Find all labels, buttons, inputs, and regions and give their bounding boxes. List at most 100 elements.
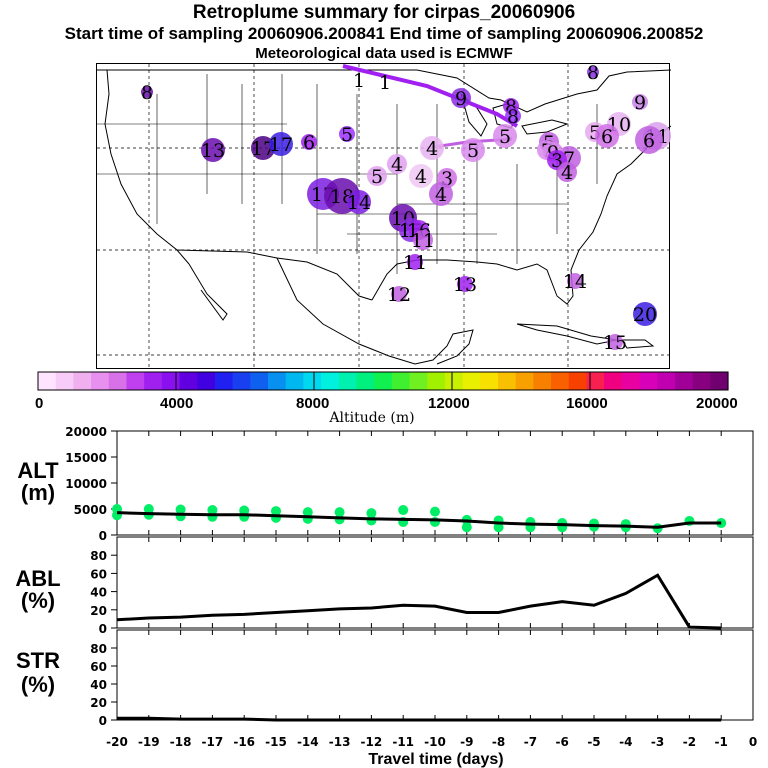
plume-circle	[567, 273, 583, 289]
plume-marker: 6	[635, 126, 663, 154]
scatter-point	[302, 507, 313, 518]
trajectory-path	[342, 64, 519, 128]
y-tick-label: 15000	[65, 451, 107, 465]
plume-day-label: 4	[415, 166, 427, 188]
plume-circle	[457, 276, 473, 292]
scatter-point	[334, 507, 345, 518]
x-tick-label: -5	[587, 735, 600, 749]
y-tick-label: 60	[90, 660, 107, 674]
scatter-point	[557, 518, 568, 529]
plume-day-label: 6	[643, 130, 655, 152]
plume-circle	[339, 126, 355, 142]
plume-circle	[461, 138, 485, 162]
gulf-coast	[371, 125, 671, 305]
scatter-point	[398, 505, 409, 516]
x-tick-label: -19	[138, 735, 160, 749]
plume-marker: 5	[339, 124, 355, 146]
retroplume-map: 1198810911656755544435451718141317176101…	[96, 63, 671, 370]
plume-circle	[632, 94, 648, 110]
colorbar-tick: 20000	[696, 395, 738, 412]
plume-circle	[347, 190, 371, 214]
colorbar-cell	[161, 372, 181, 390]
plume-circle	[633, 302, 657, 326]
colorbar-cell	[179, 372, 198, 390]
chart-title: Retroplume summary for cirpas_20060906	[192, 2, 576, 23]
colorbar-cell	[214, 372, 234, 390]
baja	[188, 263, 228, 321]
colorbar-cell	[38, 372, 57, 390]
plume-day-label: 1	[353, 70, 365, 92]
x-tick-label: -16	[233, 735, 255, 749]
plume-marker: 9	[632, 92, 648, 114]
alt-panel-label: ALT	[17, 458, 59, 483]
map-svg: 1198810911656755544435451718141317176101…	[97, 64, 671, 370]
x-tick-label: 0	[749, 735, 757, 749]
altitude-colorbar: 0 4000 8000 12000 16000 20000 Altitude (…	[35, 371, 738, 426]
colorbar-cell	[444, 372, 464, 390]
scatter-point	[620, 519, 631, 530]
plume-circle	[557, 162, 577, 182]
str-panel-unit: (%)	[21, 672, 55, 697]
colorbar-title: Altitude (m)	[328, 410, 414, 426]
plume-marker: 4	[420, 136, 444, 160]
scatter-point	[430, 506, 440, 517]
colorbar-cell	[338, 372, 358, 390]
mexico-coast	[276, 257, 474, 365]
plume-circle	[407, 254, 423, 270]
scatter-point	[143, 504, 154, 514]
plume-day-label: 11	[411, 230, 435, 252]
colorbar-cell	[498, 372, 517, 390]
plume-markers: 1198810911656755544435451718141317176101…	[141, 64, 671, 354]
colorbar-cell	[250, 372, 269, 390]
plume-marker: 8	[587, 64, 599, 84]
colorbar-cell	[55, 372, 74, 390]
scatter-point	[589, 518, 599, 529]
y-tick-label: 80	[90, 549, 107, 563]
scatter-point	[430, 517, 440, 527]
colorbar-cell	[674, 372, 694, 390]
plume-day-label: 8	[507, 106, 519, 128]
west-coast	[104, 69, 190, 265]
x-tick-label: -12	[361, 735, 383, 749]
plume-day-label: 4	[435, 184, 447, 206]
x-tick-label: -1	[715, 735, 728, 749]
x-tick-label: -14	[297, 735, 319, 749]
plume-circle	[301, 134, 317, 150]
y-tick-label: 10000	[65, 477, 107, 491]
plume-marker: 12	[387, 284, 411, 306]
scatter-point	[207, 505, 218, 516]
plume-day-label: 5	[467, 140, 479, 162]
plume-marker: 14	[563, 271, 587, 293]
plume-day-label: 14	[347, 192, 371, 214]
y-tick-label: 60	[90, 567, 107, 581]
plume-day-label: 17	[269, 134, 293, 156]
met-data-note: Meteorological data used is ECMWF	[255, 45, 513, 62]
colorbar-cell	[639, 372, 658, 390]
colorbar-cell	[108, 372, 128, 390]
colorbar-tick: 4000	[160, 395, 193, 412]
abl-series-line	[116, 573, 722, 630]
scatter-point	[239, 511, 250, 522]
colorbar-cell	[144, 372, 163, 390]
colorbar-cell	[321, 372, 340, 390]
x-tick-label: -17	[202, 735, 224, 749]
colorbar-cell	[533, 372, 552, 390]
plume-marker: 17	[269, 132, 293, 156]
scatter-point	[366, 508, 377, 519]
plume-circle	[420, 136, 444, 160]
coastlines-and-borders	[97, 69, 671, 365]
state-lines	[97, 74, 598, 274]
scatter-point	[112, 510, 122, 521]
plume-day-label: 1	[379, 72, 391, 94]
plume-marker: 6	[301, 132, 317, 154]
colorbar-cell	[692, 372, 711, 390]
colorbar-cell	[197, 372, 216, 390]
colorbar-cell	[515, 372, 534, 390]
plume-day-label: 4	[426, 138, 438, 160]
plume-day-label: 6	[303, 132, 315, 154]
x-axis-title: Travel time (days)	[368, 751, 503, 768]
plume-circle	[413, 230, 433, 250]
x-tick-label: -11	[392, 735, 414, 749]
colorbar-cell	[621, 372, 641, 390]
scatter-point	[302, 513, 313, 524]
